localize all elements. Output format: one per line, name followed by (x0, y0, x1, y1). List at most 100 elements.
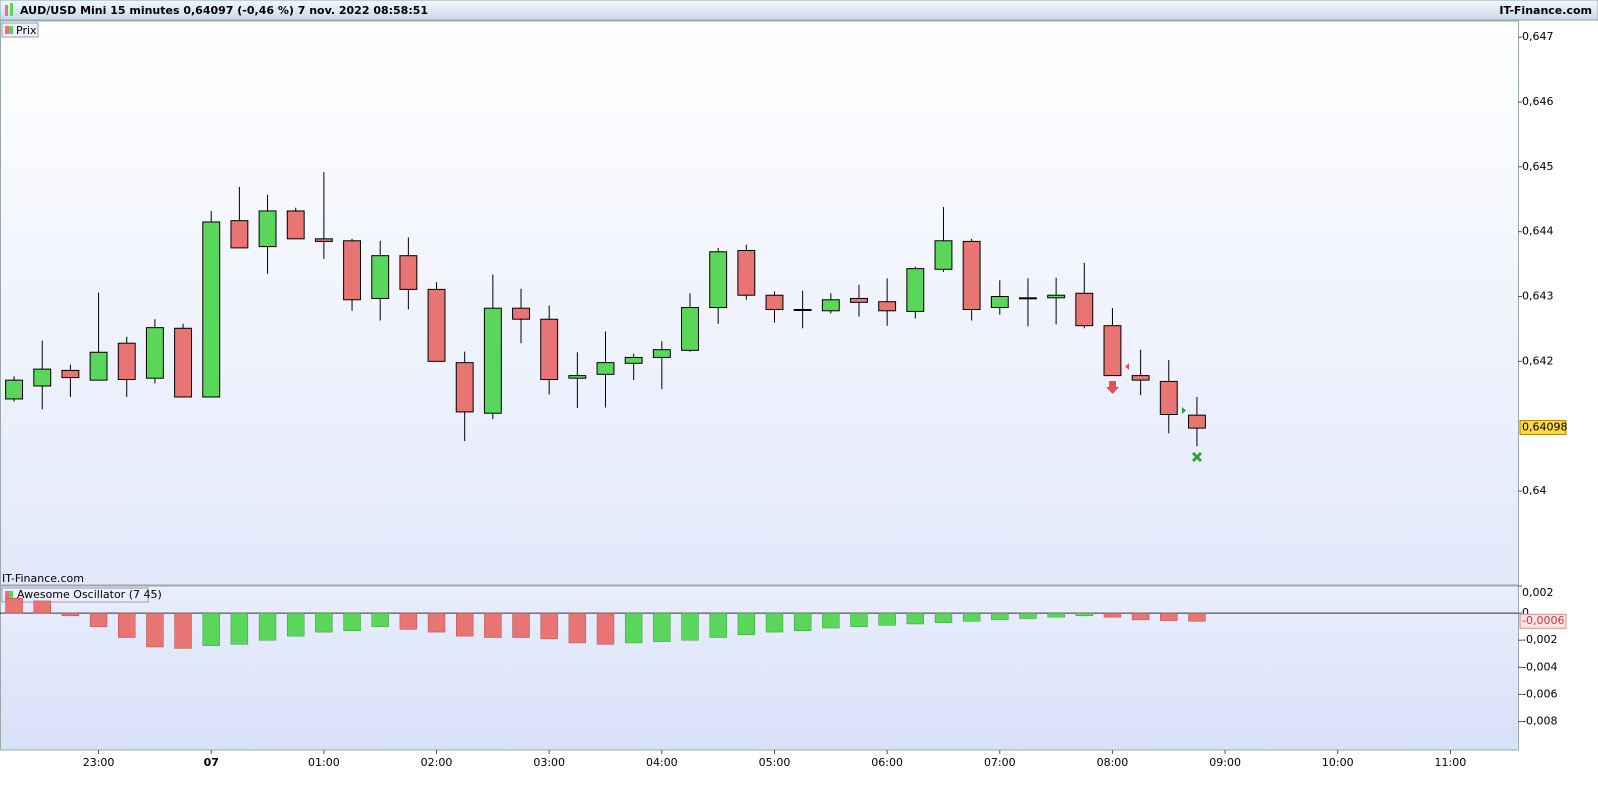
bar (1047, 612, 1065, 618)
candle-body (1103, 325, 1122, 377)
candle-body (117, 342, 136, 380)
bar (850, 612, 868, 627)
candle-body (1019, 297, 1037, 300)
watermark: IT-Finance.com (2, 572, 84, 585)
candle-body (709, 251, 728, 309)
y-tick-label: 0,644 (1522, 225, 1554, 238)
header-bar (0, 0, 1598, 21)
bar (737, 612, 756, 636)
y-tick-label: -0,008 (1522, 715, 1557, 728)
candle-body (61, 369, 80, 379)
bar (991, 612, 1009, 621)
bar (906, 612, 925, 625)
bar (455, 612, 474, 637)
candle-body (258, 210, 277, 248)
bar (146, 612, 164, 648)
bar (484, 612, 502, 638)
oscillator-panel (0, 585, 1519, 751)
y-tick-label: 0,002 (1522, 586, 1554, 599)
bar (681, 612, 699, 641)
x-tick-label: 10:00 (1322, 756, 1354, 769)
x-tick-label: 08:00 (1097, 756, 1129, 769)
candle-body (174, 327, 193, 398)
bar (61, 612, 80, 617)
price-panel (0, 20, 1519, 586)
candle-body (906, 268, 925, 312)
candle-body (230, 220, 249, 249)
bar (315, 612, 333, 633)
y-tick-label: 0,647 (1522, 30, 1554, 43)
bar (1103, 612, 1122, 618)
x-tick-label: 23:00 (83, 756, 115, 769)
bar (427, 612, 446, 633)
header-brand: IT-Finance.com (1499, 4, 1592, 17)
x-tick-label: 07:00 (984, 756, 1016, 769)
bar (230, 612, 249, 645)
x-tick-label: 06:00 (871, 756, 903, 769)
candle-body (483, 307, 502, 414)
last-value-label: 0,64098 (1522, 420, 1568, 433)
candle-body (596, 362, 615, 375)
y-tick-label: 0,642 (1522, 354, 1554, 367)
bar (202, 612, 220, 646)
bar (765, 612, 784, 633)
bar (174, 612, 192, 649)
bar (399, 612, 418, 630)
bar (258, 612, 277, 641)
last-value-box (1519, 419, 1567, 435)
candle-body (202, 221, 221, 398)
candle-body (5, 379, 24, 400)
logo-icon (5, 5, 8, 16)
y-tick-label: -0,006 (1522, 687, 1557, 700)
bar (5, 597, 23, 614)
candle-body (681, 307, 699, 351)
bar (1019, 612, 1037, 619)
candle-body (33, 368, 52, 387)
candle-body (568, 375, 587, 379)
y-tick-label: 0 (1522, 606, 1529, 619)
candle-body (1047, 294, 1066, 299)
header-title: AUD/USD Mini 15 minutes 0,64097 (-0,46 %… (20, 4, 428, 17)
bar (287, 612, 305, 637)
bar (118, 612, 136, 638)
y-tick-label: 0,645 (1522, 160, 1554, 173)
legend-icon (5, 591, 9, 599)
bar (1075, 612, 1093, 617)
bar (793, 612, 812, 631)
candle-body (990, 296, 1009, 309)
y-tick-label: 0,643 (1522, 290, 1554, 303)
logo-icon (10, 3, 13, 16)
y-tick-label: -0,004 (1522, 660, 1557, 673)
bar (878, 612, 896, 626)
bar (709, 612, 727, 638)
candle-body (399, 255, 418, 290)
bar (822, 612, 840, 629)
legend-icon (5, 26, 9, 34)
bar (653, 612, 671, 642)
candle-body (512, 307, 530, 320)
signal-marker (1182, 407, 1186, 414)
candle-body (286, 210, 305, 240)
candle-body (821, 299, 840, 312)
x-tick-label: 04:00 (646, 756, 678, 769)
candle-body (737, 249, 756, 296)
candle-body (371, 255, 390, 299)
candle-body (1075, 292, 1094, 327)
bar (89, 612, 108, 627)
candle-body (652, 349, 671, 358)
legend-label: Awesome Oscillator (7 45) (17, 588, 162, 601)
candle-body (624, 356, 643, 364)
y-tick-label: -0,002 (1522, 633, 1557, 646)
x-tick-label: 05:00 (759, 756, 791, 769)
candle-body (89, 351, 108, 381)
signal-marker (1125, 363, 1129, 370)
candle-body (343, 240, 361, 301)
candle-body (850, 297, 868, 303)
bar (568, 612, 587, 644)
candle-body (765, 294, 784, 310)
marks: 0,647 0,646 0,645 0,644 0,643 0,642 0,64 0,6409… (0, 30, 1568, 769)
legend-label: Prix (16, 24, 37, 37)
exit-marker (1191, 451, 1203, 463)
